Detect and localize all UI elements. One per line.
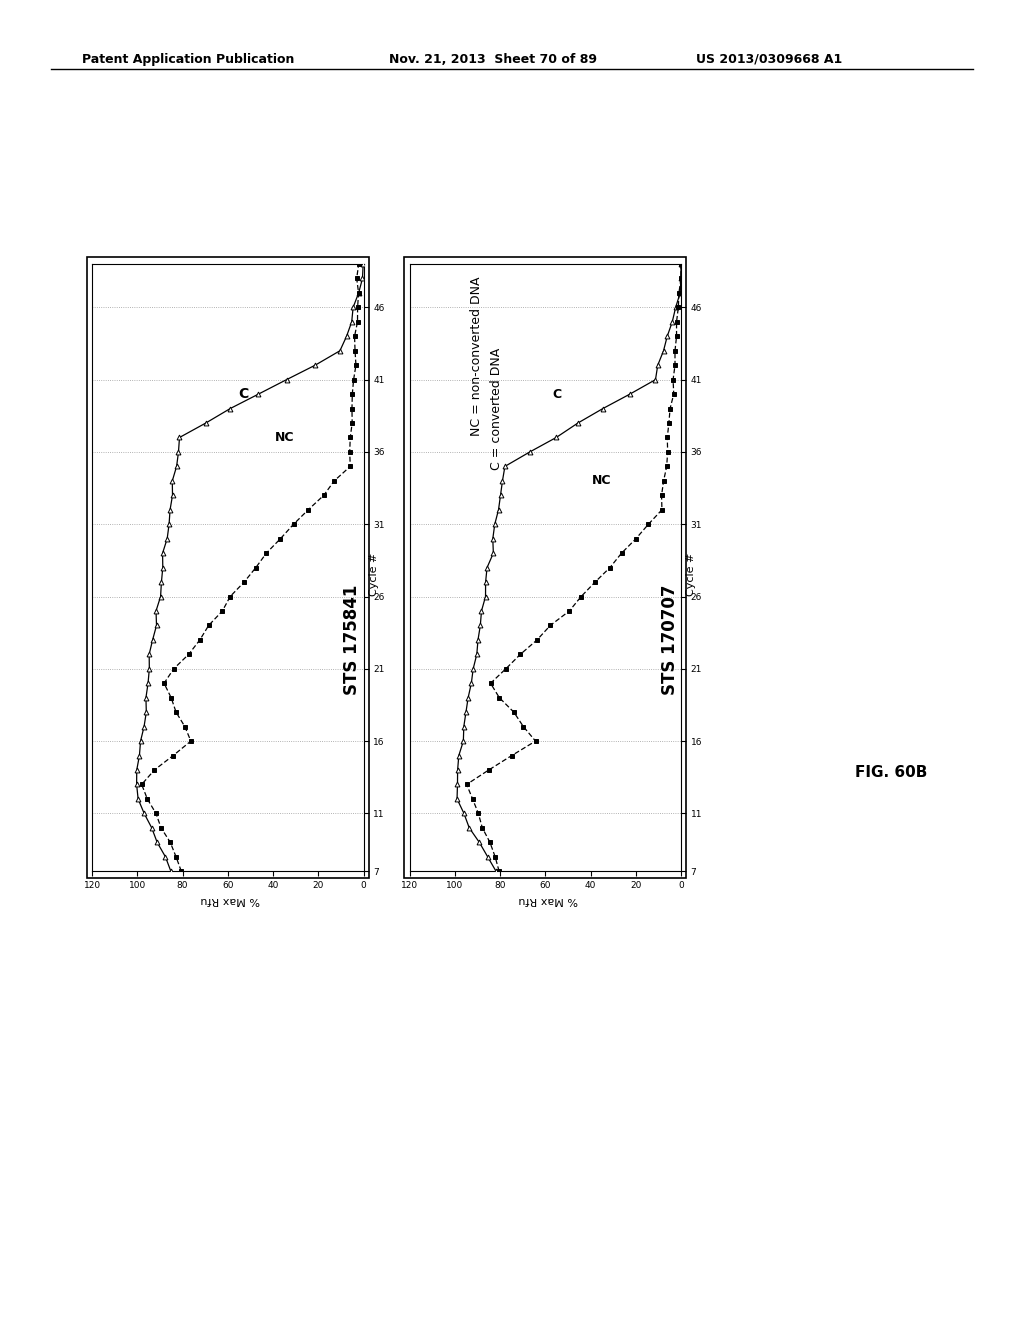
Text: US 2013/0309668 A1: US 2013/0309668 A1 <box>696 53 843 66</box>
Text: STS 170707: STS 170707 <box>660 585 679 696</box>
Text: C: C <box>552 388 561 400</box>
Text: % Max Rfu: % Max Rfu <box>518 895 578 906</box>
Text: C: C <box>239 387 249 401</box>
Text: % Max Rfu: % Max Rfu <box>201 895 260 906</box>
Text: Nov. 21, 2013  Sheet 70 of 89: Nov. 21, 2013 Sheet 70 of 89 <box>389 53 597 66</box>
Text: C = converted DNA: C = converted DNA <box>490 348 503 470</box>
Text: NC = non-converted DNA: NC = non-converted DNA <box>470 277 482 436</box>
Text: Cycle #: Cycle # <box>369 553 379 595</box>
Text: NC: NC <box>274 432 294 444</box>
Text: Patent Application Publication: Patent Application Publication <box>82 53 294 66</box>
Text: NC: NC <box>592 474 611 487</box>
Text: STS 175841: STS 175841 <box>343 585 361 696</box>
Text: Cycle #: Cycle # <box>686 553 696 595</box>
Text: FIG. 60B: FIG. 60B <box>855 764 927 780</box>
